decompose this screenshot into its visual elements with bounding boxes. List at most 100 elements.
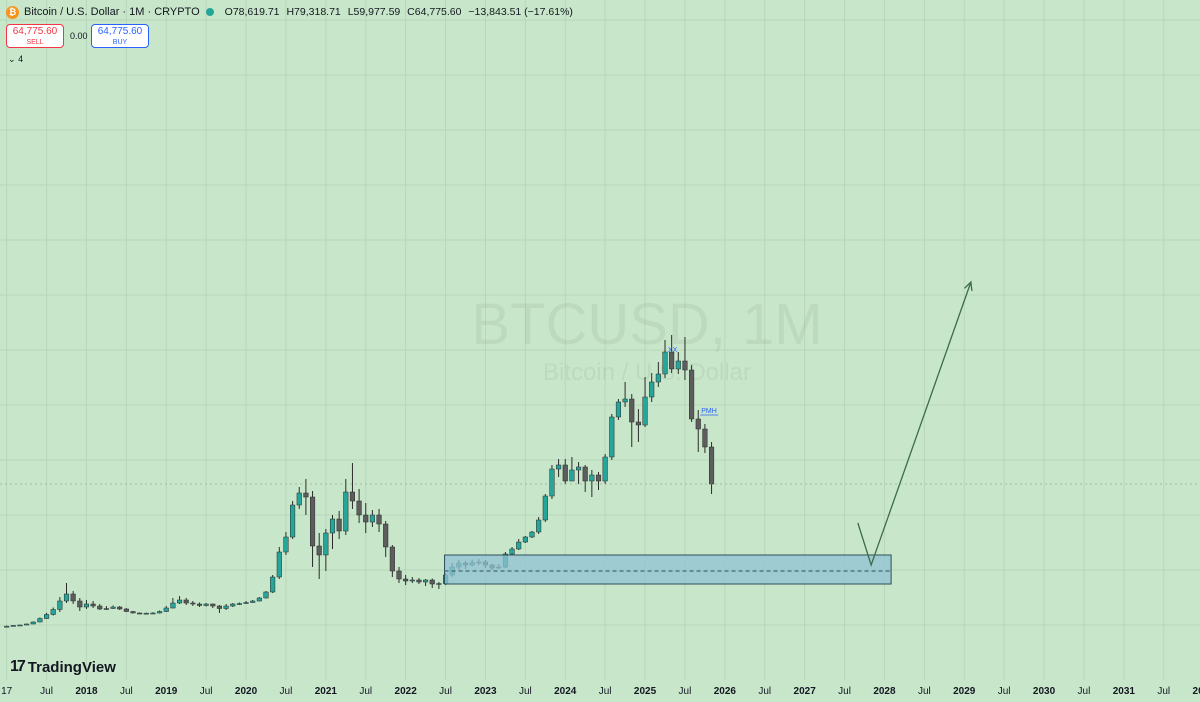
x-tick-label: 2029: [953, 686, 976, 697]
candle-up: [609, 416, 615, 458]
indicators-toggle[interactable]: ⌄ 4: [8, 54, 23, 65]
candle-down: [210, 603, 216, 607]
candle-up: [622, 398, 628, 403]
close-value: 64,775.60: [414, 6, 462, 18]
candle-up: [323, 532, 329, 556]
candle-up: [230, 603, 236, 607]
candle-up: [642, 396, 648, 426]
x-tick-label: Jul: [599, 686, 612, 697]
indicators-count: 4: [18, 54, 24, 64]
candle-up: [143, 612, 149, 615]
ohlc-values: O78,619.71 H79,318.71 L59,977.59 C64,775…: [225, 6, 577, 18]
candle-down: [629, 398, 635, 423]
x-tick-label: 2021: [315, 686, 338, 697]
candle-up: [589, 474, 595, 482]
candle-down: [310, 496, 316, 547]
candle-up: [542, 495, 548, 521]
x-tick-label: Jul: [998, 686, 1011, 697]
candle-down: [695, 418, 701, 430]
candle-up: [236, 603, 242, 605]
candle-up: [615, 401, 622, 418]
candle-up: [44, 614, 50, 619]
x-tick-label: Jul: [758, 686, 771, 697]
candle-up: [329, 518, 336, 534]
candle-down: [216, 605, 222, 609]
candle-down: [562, 464, 568, 482]
candle-down: [316, 545, 322, 556]
x-axis: 17 Jul 2018 Jul 2019 Jul 2020 Jul 2021 Jul 2022 Jul…: [1, 686, 1200, 697]
spread-value: 0.00: [70, 31, 88, 41]
candle-up: [509, 548, 515, 555]
candle-up: [536, 519, 542, 533]
sell-label: SELL: [26, 39, 44, 46]
candle-up: [675, 360, 681, 370]
candle-down: [70, 593, 76, 602]
open-key: O: [224, 6, 233, 18]
buy-label: BUY: [112, 39, 128, 46]
close-key: C: [407, 6, 415, 18]
x-tick-label: 2032: [1193, 686, 1200, 697]
x-tick-label: 2025: [634, 686, 657, 697]
candle-up: [276, 551, 282, 578]
candle-down: [349, 491, 355, 502]
candle-up: [556, 464, 562, 470]
x-tick-label: 2019: [155, 686, 178, 697]
candle-up: [529, 531, 535, 538]
candle-up: [409, 579, 415, 582]
candle-up: [57, 600, 63, 610]
candle-down: [123, 608, 129, 612]
x-tick-label: 2022: [395, 686, 418, 697]
candle-down: [356, 500, 362, 516]
x-tick-label: Jul: [1078, 686, 1091, 697]
candle-down: [702, 428, 708, 448]
candle-up: [662, 351, 668, 375]
candle-down: [396, 570, 402, 580]
candle-up: [83, 603, 90, 608]
candle-down: [709, 446, 715, 485]
candle-up: [283, 536, 289, 553]
candle-up: [250, 600, 256, 603]
demand-zone-layer: [444, 280, 973, 585]
x-tick-label: Jul: [679, 686, 692, 697]
bitcoin-icon: ₿: [6, 5, 19, 19]
candle-up: [343, 491, 349, 532]
candle-up: [576, 466, 582, 471]
candle-up: [516, 541, 522, 550]
candle-up: [223, 605, 229, 609]
candle-up: [110, 606, 116, 609]
chart-header: ₿ Bitcoin / U.S. Dollar · 1M · CRYPTO O7…: [6, 4, 577, 20]
market-open-icon: [205, 8, 214, 16]
candle-down: [689, 369, 695, 420]
low-value: 59,977.59: [353, 6, 401, 18]
candle-up: [17, 624, 23, 627]
candle-up: [649, 381, 655, 398]
symbol-title[interactable]: Bitcoin / U.S. Dollar · 1M · CRYPTO: [24, 6, 200, 18]
candle-down: [582, 466, 588, 482]
tradingview-logo[interactable]: 17 TradingView: [10, 658, 116, 676]
sell-button[interactable]: 64,775.60 SELL: [6, 24, 64, 48]
buy-button[interactable]: 64,775.60 BUY: [91, 24, 149, 48]
candle-up: [177, 599, 183, 604]
candle-down: [183, 599, 189, 604]
candle-up: [270, 576, 276, 593]
x-tick-label: Jul: [120, 686, 133, 697]
watermark-name: Bitcoin / U.S. Dollar: [543, 359, 751, 386]
x-tick-label: Jul: [280, 686, 293, 697]
candle-up: [296, 492, 302, 506]
candle-up: [163, 607, 169, 612]
x-tick-label: Jul: [439, 686, 452, 697]
x-tick-label: 2026: [714, 686, 737, 697]
x-tick-label: 2028: [873, 686, 896, 697]
x-tick-label: 2031: [1113, 686, 1136, 697]
candle-down: [137, 612, 143, 615]
candle-up: [157, 611, 163, 614]
candle-down: [303, 492, 309, 498]
candle-up: [602, 456, 608, 482]
x-tick-label: Jul: [519, 686, 532, 697]
x-tick-label: Jul: [838, 686, 851, 697]
x-tick-label: 2027: [794, 686, 817, 697]
candle-up: [150, 612, 156, 615]
candle-up: [203, 603, 209, 606]
candle-down: [429, 579, 435, 585]
